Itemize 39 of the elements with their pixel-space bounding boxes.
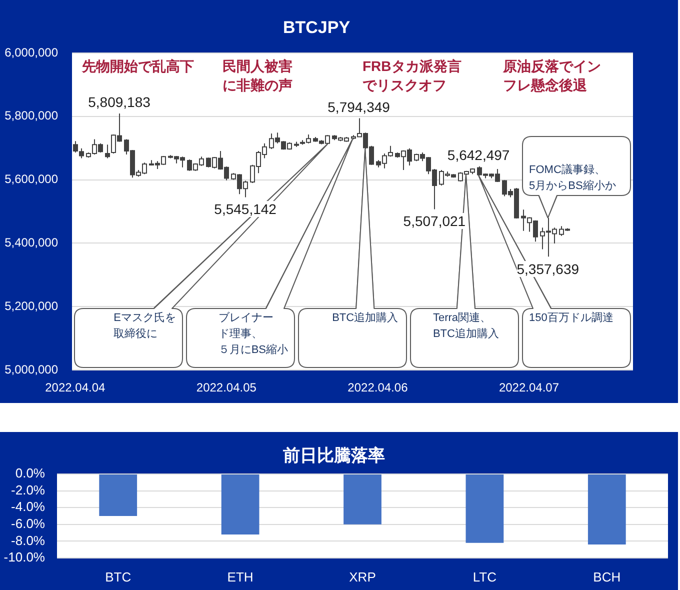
- annotation: ブレイナード理事、５月にBS縮小: [218, 310, 288, 358]
- text: 5,507,021: [403, 213, 466, 230]
- y-tick-label: 5,600,000: [4, 172, 58, 186]
- chart-title: 前日比騰落率: [282, 446, 385, 465]
- annotation: 民間人被害に非難の声: [222, 58, 292, 93]
- y-tick-label: 5,800,000: [4, 108, 58, 123]
- annotation: BTC追加購入: [332, 311, 398, 326]
- y-tick-label: -4.0%: [11, 499, 46, 514]
- chart-title: BTCJPY: [282, 18, 351, 37]
- x-tick-label: 2022.04.06: [348, 380, 408, 395]
- x-tick-label: 2022.04.05: [196, 380, 257, 395]
- annotation: FRBタカ派発言でリスクオフ: [362, 58, 462, 93]
- x-tick-label: ETH: [227, 569, 254, 584]
- y-tick-label: -10.0%: [4, 550, 46, 565]
- annotation: 150百万ドル調達: [529, 310, 614, 326]
- text: 5,809,183: [88, 94, 150, 110]
- y-tick-label: 5,200,000: [4, 298, 58, 313]
- x-tick-label: 2022.04.04: [45, 380, 106, 395]
- annotation: FOMC議事録、5月からBS縮小か: [529, 162, 616, 194]
- y-tick-label: 0.0%: [15, 466, 46, 481]
- x-tick-label: LTC: [472, 569, 497, 584]
- annotation: Terra関連、BTC追加購入: [432, 311, 499, 342]
- text: 5,642,497: [447, 147, 510, 164]
- y-tick-label: -6.0%: [11, 516, 46, 531]
- x-tick-label: BCH: [593, 569, 621, 584]
- y-tick-label: 6,000,000: [4, 45, 58, 60]
- y-tick-label: -8.0%: [11, 532, 46, 548]
- x-tick-label: XRP: [349, 569, 376, 584]
- y-tick-label: 5,000,000: [4, 362, 58, 376]
- x-tick-label: 2022.04.07: [498, 380, 560, 395]
- annotation: Eマスク氏を取締役に: [114, 311, 176, 342]
- y-tick-label: 5,400,000: [4, 236, 58, 250]
- text: 5,357,639: [516, 260, 580, 277]
- text: 5,545,142: [214, 201, 276, 218]
- x-tick-label: BTC: [105, 569, 132, 584]
- annotation: 原油反落でインフレ懸念後退: [502, 58, 601, 93]
- y-tick-label: -2.0%: [11, 482, 46, 498]
- text: 5,794,349: [328, 99, 390, 116]
- annotation: 先物開始で乱高下: [81, 58, 194, 74]
